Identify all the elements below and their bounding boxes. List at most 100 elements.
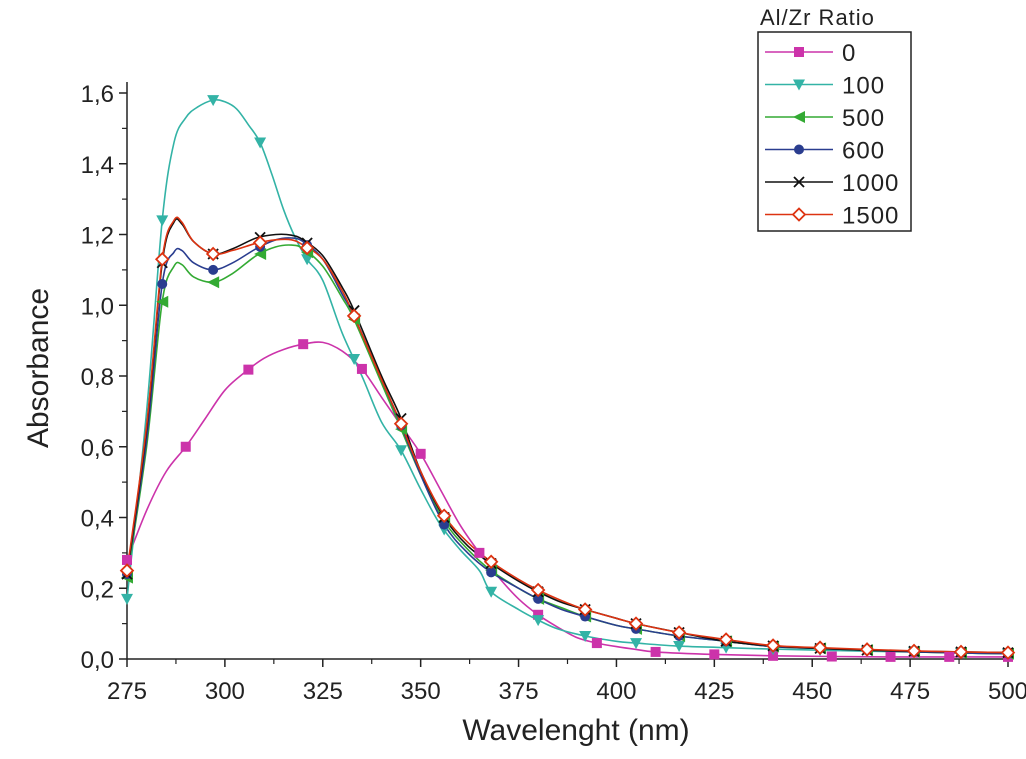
series-point-0 (709, 649, 720, 660)
series-point-0 (826, 651, 837, 662)
series-point-1500 (859, 642, 875, 657)
series-point-100 (207, 95, 220, 107)
series-point-1500 (671, 625, 687, 640)
series-point-100 (121, 593, 133, 605)
legend-label: 100 (842, 73, 885, 100)
series-point-100 (156, 215, 169, 227)
chart-series-markers (119, 95, 1016, 662)
series-point-0 (243, 364, 254, 375)
chart-legend: Al/Zr Ratio 0 100 500 600 1000 1500 (757, 5, 912, 232)
series-point-0 (356, 363, 367, 374)
x-tick-label: 475 (890, 678, 930, 705)
series-point-0 (591, 638, 602, 649)
series-point-1500 (205, 246, 221, 262)
series-point-100 (254, 137, 267, 149)
x-axis-title: Wavelenght (nm) (462, 714, 689, 747)
series-point-1500 (530, 582, 546, 598)
legend-marker-0 (794, 47, 804, 57)
legend-label: 0 (842, 40, 856, 67)
series-point-0 (474, 547, 485, 558)
series-point-0 (122, 554, 132, 565)
series-point-500 (207, 276, 220, 289)
y-tick-label: 1,0 (81, 293, 114, 320)
series-point-1500 (346, 308, 362, 324)
series-point-100 (395, 445, 408, 457)
legend-label: 600 (842, 138, 885, 165)
series-line-1000 (126, 218, 1009, 654)
y-axis-title: Absorbance (22, 288, 55, 448)
series-line-1500 (126, 216, 1009, 654)
series-line-100 (126, 98, 1009, 655)
legend-items: 0 100 500 600 1000 1500 (765, 40, 899, 230)
legend-label: 500 (842, 105, 885, 132)
legend-box (757, 31, 912, 232)
series-line-0 (126, 341, 1008, 658)
series-point-1500 (154, 251, 170, 267)
x-tick-label: 500 (988, 678, 1026, 705)
series-point-100 (673, 641, 686, 653)
series-point-1500 (628, 616, 644, 631)
series-point-1500 (577, 602, 593, 617)
series-point-1500 (252, 235, 268, 250)
series-point-1500 (812, 640, 828, 655)
series-point-600 (208, 264, 219, 275)
series-point-1500 (953, 644, 969, 660)
x-tick-label: 450 (792, 678, 832, 705)
series-point-0 (944, 651, 955, 662)
series-point-500 (254, 247, 267, 260)
series-point-100 (579, 631, 592, 643)
series-point-0 (768, 650, 779, 661)
legend-marker-1500 (791, 207, 807, 222)
series-point-600 (486, 567, 497, 578)
y-tick-label: 0,4 (81, 506, 114, 533)
x-tick-label: 275 (107, 678, 147, 705)
series-point-100 (301, 254, 314, 266)
series-point-1500 (906, 643, 922, 659)
series-point-100 (485, 586, 498, 598)
x-tick-label: 400 (596, 678, 636, 705)
legend-marker-500 (793, 111, 805, 123)
y-tick-label: 1,6 (81, 81, 114, 108)
series-point-0 (533, 609, 544, 620)
series-point-1500 (119, 563, 135, 578)
x-tick-label: 425 (694, 678, 734, 705)
chart-ticks (119, 92, 1009, 667)
legend-marker-100 (793, 79, 805, 91)
series-point-1500 (393, 416, 409, 432)
series-point-1500 (1000, 645, 1016, 660)
legend-title: Al/Zr Ratio (760, 5, 875, 30)
series-point-0 (298, 339, 309, 350)
y-tick-label: 0,0 (81, 647, 114, 674)
series-point-0 (180, 441, 191, 452)
series-point-500 (156, 295, 169, 308)
series-point-600 (533, 593, 544, 604)
series-point-1500 (299, 240, 315, 256)
series-point-1500 (483, 554, 499, 569)
y-tick-label: 0,8 (81, 364, 114, 391)
series-point-0 (415, 448, 426, 459)
series-point-100 (348, 354, 361, 366)
y-tick-label: 0,6 (81, 435, 114, 462)
series-point-1500 (765, 638, 781, 653)
y-tick-label: 1,4 (81, 152, 114, 179)
series-line-600 (126, 237, 1009, 655)
series-line-500 (126, 244, 1009, 655)
legend-marker-600 (794, 144, 804, 155)
series-point-1500 (436, 508, 452, 524)
y-tick-label: 0,2 (81, 576, 114, 603)
series-point-600 (157, 279, 168, 290)
series-point-0 (650, 646, 661, 657)
y-tick-label: 1,2 (81, 223, 114, 250)
x-tick-label: 375 (499, 678, 539, 705)
x-tick-label: 325 (303, 678, 343, 705)
legend-marker-1000 (793, 176, 805, 188)
x-tick-label: 350 (401, 678, 441, 705)
series-point-0 (885, 651, 896, 662)
series-point-100 (532, 615, 545, 627)
legend-label: 1500 (842, 203, 899, 230)
series-point-600 (439, 519, 450, 530)
chart-tick-labels: 275 300 325 350 375 400 425 450 475 500 0,0 0,2 0,4 0… (81, 81, 1026, 705)
series-point-1500 (718, 632, 734, 647)
legend-label: 1000 (842, 170, 899, 197)
